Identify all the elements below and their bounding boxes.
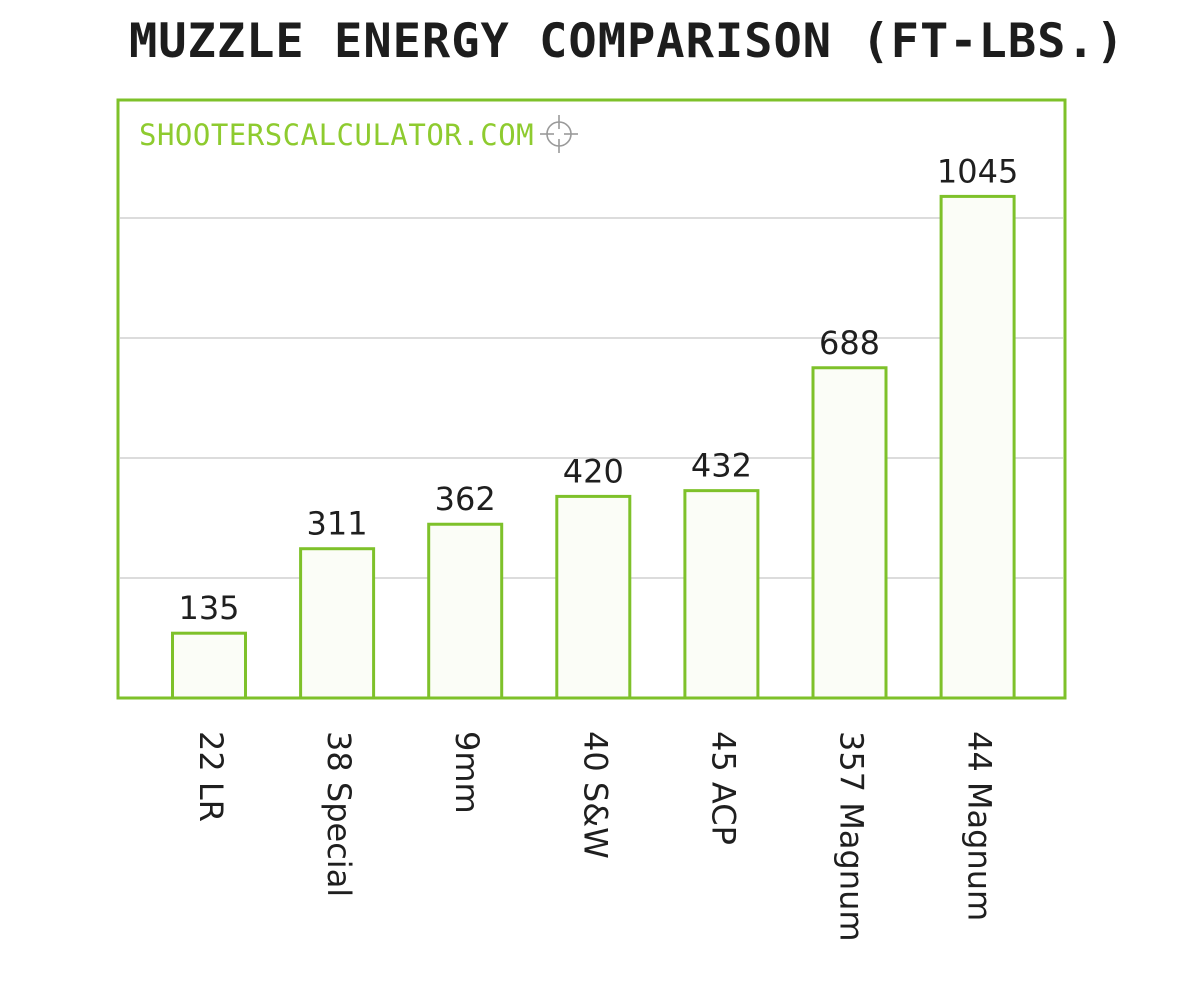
watermark: SHOOTERSCALCULATOR.COM [139, 115, 578, 153]
data-label: 432 [691, 447, 752, 485]
bar [171, 631, 247, 700]
category-label: 22 LR [192, 731, 230, 822]
bar [555, 494, 632, 700]
bar [939, 194, 1016, 700]
bar [811, 366, 888, 700]
category-label: 44 Magnum [961, 731, 999, 921]
data-label: 1045 [937, 152, 1018, 190]
category-label: 38 Special [320, 731, 358, 897]
category-labels: 22 LR 38 Special 9mm 40 S&W 45 ACP 357 Magnum… [192, 731, 999, 942]
category-label: 9mm [448, 731, 486, 814]
data-label: 311 [307, 505, 368, 543]
crosshair-icon [540, 115, 578, 153]
data-label: 135 [178, 589, 239, 627]
data-label: 362 [435, 480, 496, 518]
data-label: 420 [563, 452, 624, 490]
bar [427, 522, 504, 700]
bars [171, 194, 1016, 700]
data-labels: 135 311 362 420 432 688 1045 [178, 152, 1018, 627]
category-label: 40 S&W [576, 731, 614, 859]
data-label: 688 [819, 324, 880, 362]
category-label: 45 ACP [704, 731, 742, 845]
category-label: 357 Magnum [833, 731, 871, 942]
bar [683, 489, 760, 700]
bar [299, 547, 376, 700]
watermark-text: SHOOTERSCALCULATOR.COM [139, 118, 534, 152]
chart-title: MUZZLE ENERGY COMPARISON (FT-LBS.) [128, 14, 1126, 69]
